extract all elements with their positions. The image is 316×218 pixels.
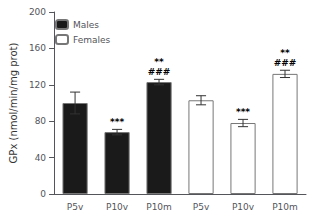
svg-text:**: ** xyxy=(280,48,290,58)
svg-text:**: ** xyxy=(154,57,164,67)
svg-text:###: ### xyxy=(274,58,297,68)
svg-text:P5v: P5v xyxy=(193,202,210,212)
svg-text:200: 200 xyxy=(29,7,46,17)
svg-text:P10m: P10m xyxy=(146,202,172,212)
svg-text:120: 120 xyxy=(29,80,46,90)
svg-text:P10v: P10v xyxy=(106,202,129,212)
svg-text:###: ### xyxy=(148,67,171,77)
svg-text:P10m: P10m xyxy=(272,202,298,212)
svg-text:***: *** xyxy=(110,117,124,127)
svg-text:***: *** xyxy=(236,107,250,117)
svg-text:0: 0 xyxy=(40,189,46,199)
svg-text:P10v: P10v xyxy=(232,202,255,212)
svg-text:40: 40 xyxy=(35,153,47,163)
svg-text:P5v: P5v xyxy=(67,202,84,212)
svg-text:160: 160 xyxy=(29,43,46,53)
svg-text:80: 80 xyxy=(35,116,47,126)
svg-text:Males: Males xyxy=(73,20,99,30)
svg-text:Females: Females xyxy=(73,35,111,45)
svg-text:GPx (nmol/min/mg prot): GPx (nmol/min/mg prot) xyxy=(8,43,19,164)
